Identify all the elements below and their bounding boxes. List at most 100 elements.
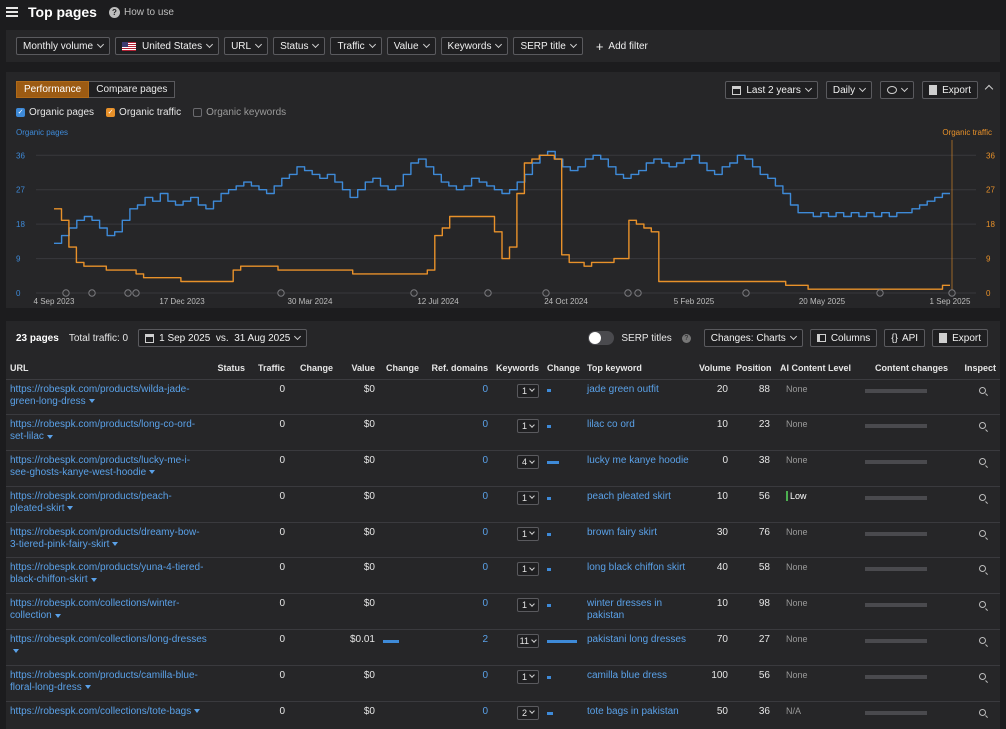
col-position[interactable]: Position: [732, 357, 774, 380]
keywords-dropdown[interactable]: 1: [517, 598, 539, 613]
top-keyword-link[interactable]: pakistani long dresses: [583, 629, 695, 666]
ref-domains-link[interactable]: 0: [423, 486, 492, 523]
search-icon[interactable]: [979, 565, 986, 573]
col-volume[interactable]: Volume: [695, 357, 732, 380]
ref-domains-link[interactable]: 2: [423, 629, 492, 666]
col-ai-content-level[interactable]: AI Content Level: [774, 357, 855, 380]
page-url-link[interactable]: https://robespk.com/collections/winter-c…: [6, 593, 211, 631]
country-filter[interactable]: United States: [115, 37, 220, 55]
col-traffic-change[interactable]: Change: [289, 357, 337, 380]
top-keyword-link[interactable]: camilla blue dress: [583, 665, 695, 702]
caret-down-icon[interactable]: [84, 685, 91, 690]
ref-domains-link[interactable]: 0: [423, 522, 492, 559]
ref-domains-link[interactable]: 0: [423, 414, 492, 452]
keywords-dropdown[interactable]: 2: [517, 705, 539, 720]
api-button[interactable]: {} API: [884, 329, 926, 347]
changes-dropdown[interactable]: Changes: Charts: [703, 329, 803, 347]
monthly-volume-filter[interactable]: Monthly volume: [16, 37, 111, 55]
annotations-dropdown[interactable]: [880, 81, 915, 99]
table-export-button[interactable]: Export: [932, 329, 988, 347]
keywords-dropdown[interactable]: 1: [517, 562, 539, 577]
page-url-link[interactable]: https://robespk.com/products/peach-pleat…: [6, 486, 211, 523]
top-keyword-link[interactable]: lilac co ord: [583, 414, 695, 452]
page-url-link[interactable]: https://robespk.com/products/camilla-blu…: [6, 665, 211, 702]
columns-button[interactable]: Columns: [809, 329, 878, 347]
keywords-dropdown[interactable]: 1: [517, 669, 539, 684]
collapse-chevron-icon[interactable]: [984, 84, 994, 94]
page-url-link[interactable]: https://robespk.com/collections/long-dre…: [6, 629, 211, 666]
caret-down-icon[interactable]: [112, 542, 119, 547]
ref-domains-link[interactable]: 0: [423, 379, 492, 416]
top-keyword-link[interactable]: peach pleated skirt: [583, 486, 695, 523]
tab-compare-pages[interactable]: Compare pages: [89, 81, 176, 98]
caret-down-icon[interactable]: [88, 398, 95, 403]
status-filter[interactable]: Status: [273, 37, 326, 55]
col-keywords[interactable]: Keywords: [492, 357, 543, 380]
chart-export-button[interactable]: Export: [922, 81, 978, 99]
top-keyword-link[interactable]: brown fairy skirt: [583, 522, 695, 559]
col-content-changes[interactable]: Content changes: [855, 357, 952, 380]
search-icon[interactable]: [979, 637, 986, 645]
col-top-keyword[interactable]: Top keyword: [583, 357, 695, 380]
how-to-use-link[interactable]: ? How to use: [108, 6, 174, 18]
col-value[interactable]: Value: [337, 357, 379, 380]
serp-title-filter[interactable]: SERP title: [513, 37, 583, 55]
caret-down-icon[interactable]: [46, 434, 53, 439]
page-url-link[interactable]: https://robespk.com/products/long-co-ord…: [6, 414, 211, 452]
serp-titles-toggle[interactable]: [588, 331, 615, 345]
col-url[interactable]: URL: [6, 357, 211, 380]
search-icon[interactable]: [979, 672, 986, 680]
search-icon[interactable]: [979, 422, 986, 430]
ref-domains-link[interactable]: 0: [423, 701, 492, 729]
keywords-dropdown[interactable]: 1: [517, 526, 539, 541]
col-value-change[interactable]: Change: [379, 357, 423, 380]
col-keywords-change[interactable]: Change: [543, 357, 583, 380]
col-inspect[interactable]: Inspect: [952, 357, 1000, 380]
top-keyword-link[interactable]: jade green outfit: [583, 379, 695, 416]
page-url-link[interactable]: https://robespk.com/collections/tote-bag…: [6, 701, 211, 729]
keywords-dropdown[interactable]: 11: [516, 634, 539, 649]
keywords-dropdown[interactable]: 1: [517, 490, 539, 505]
menu-icon[interactable]: [6, 7, 18, 17]
col-traffic[interactable]: Traffic: [249, 357, 289, 380]
page-url-link[interactable]: https://robespk.com/products/dreamy-bow-…: [6, 522, 211, 559]
search-icon[interactable]: [979, 529, 986, 537]
top-keyword-link[interactable]: tote bags in pakistan: [583, 701, 695, 729]
search-icon[interactable]: [979, 708, 986, 716]
tab-performance[interactable]: Performance: [16, 81, 90, 98]
col-status[interactable]: Status: [211, 357, 249, 380]
add-filter-button[interactable]: + Add filter: [595, 38, 648, 54]
date-range-dropdown[interactable]: Last 2 years: [725, 81, 818, 99]
caret-down-icon[interactable]: [194, 709, 201, 714]
col-ref-domains[interactable]: Ref. domains: [423, 357, 492, 380]
page-url-link[interactable]: https://robespk.com/products/yuna-4-tier…: [6, 557, 211, 595]
url-filter[interactable]: URL: [224, 37, 269, 55]
caret-down-icon[interactable]: [54, 613, 61, 618]
search-icon[interactable]: [979, 458, 986, 466]
traffic-filter[interactable]: Traffic: [330, 37, 382, 55]
keywords-filter[interactable]: Keywords: [440, 37, 509, 55]
keywords-dropdown[interactable]: 4: [517, 455, 539, 470]
date-compare-dropdown[interactable]: 1 Sep 2025 vs. 31 Aug 2025: [138, 329, 308, 347]
top-keyword-link[interactable]: lucky me kanye hoodie: [583, 450, 695, 487]
caret-down-icon[interactable]: [149, 470, 156, 475]
ref-domains-link[interactable]: 0: [423, 665, 492, 702]
keywords-dropdown[interactable]: 1: [517, 383, 539, 398]
ref-domains-link[interactable]: 0: [423, 593, 492, 631]
ref-domains-link[interactable]: 0: [423, 557, 492, 595]
top-keyword-link[interactable]: winter dresses in pakistan: [583, 593, 695, 631]
keywords-dropdown[interactable]: 1: [517, 419, 539, 434]
organic-traffic-checkbox[interactable]: ✓ Organic traffic: [106, 107, 182, 118]
caret-down-icon[interactable]: [13, 649, 19, 654]
top-keyword-link[interactable]: long black chiffon skirt: [583, 557, 695, 595]
page-url-link[interactable]: https://robespk.com/products/wilda-jade-…: [6, 379, 211, 416]
search-icon[interactable]: [979, 601, 986, 609]
organic-pages-checkbox[interactable]: ✓ Organic pages: [16, 107, 95, 118]
caret-down-icon[interactable]: [67, 506, 74, 511]
page-url-link[interactable]: https://robespk.com/products/lucky-me-i-…: [6, 450, 211, 487]
value-filter[interactable]: Value: [386, 37, 436, 55]
search-icon[interactable]: [979, 493, 986, 501]
interval-dropdown[interactable]: Daily: [825, 81, 873, 99]
search-icon[interactable]: [979, 386, 986, 394]
organic-keywords-checkbox[interactable]: Organic keywords: [193, 107, 286, 118]
